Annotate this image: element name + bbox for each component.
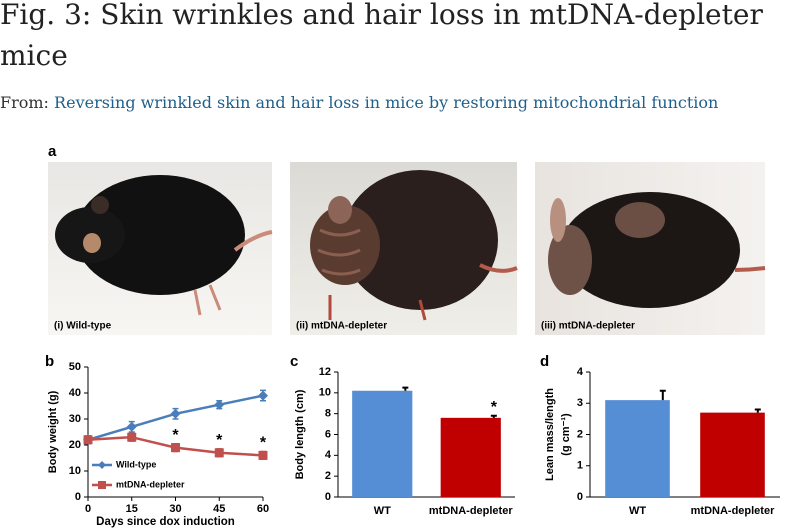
error-bar bbox=[754, 408, 761, 413]
bar bbox=[352, 390, 413, 497]
photo-caption: (ii) mtDNA-depleter bbox=[296, 321, 387, 332]
panel-label: a bbox=[48, 143, 57, 160]
y-tick-label: 40 bbox=[69, 387, 81, 399]
legend-marker bbox=[98, 461, 106, 469]
source-line: From: Reversing wrinkled skin and hair l… bbox=[0, 93, 718, 112]
photo: (i) Wild-type bbox=[48, 162, 273, 335]
photo-caption: (iii) mtDNA-depleter bbox=[541, 321, 635, 332]
y-tick-label: 0 bbox=[75, 491, 81, 503]
x-tick-label: 30 bbox=[169, 503, 181, 515]
marker bbox=[214, 448, 224, 458]
y-tick-label: 8 bbox=[325, 408, 331, 420]
legend-marker bbox=[98, 481, 106, 489]
marker bbox=[258, 390, 268, 401]
legend-label: Wild-type bbox=[116, 459, 156, 469]
y-tick-label: 10 bbox=[69, 465, 81, 477]
x-tick-label: mtDNA-depleter bbox=[429, 505, 513, 517]
x-tick-label: 45 bbox=[213, 503, 225, 515]
bar bbox=[440, 417, 501, 497]
photo-caption: (i) Wild-type bbox=[54, 321, 112, 332]
x-axis-label: Days since dox induction bbox=[96, 516, 235, 528]
x-tick-label: WT bbox=[629, 505, 646, 517]
error-bar bbox=[402, 386, 409, 391]
y-tick-label: 4 bbox=[577, 366, 584, 378]
marker bbox=[258, 450, 268, 460]
panel-label: c bbox=[290, 353, 298, 370]
y-tick-label: 12 bbox=[319, 366, 331, 378]
y-tick-label: 2 bbox=[577, 428, 583, 440]
x-tick-label: 15 bbox=[126, 503, 138, 515]
marker bbox=[126, 421, 137, 432]
y-tick-label: 3 bbox=[577, 397, 583, 409]
panel-label: d bbox=[540, 353, 549, 370]
source-prefix: From: bbox=[0, 93, 49, 112]
error-bar bbox=[490, 414, 497, 418]
significance: * bbox=[491, 399, 498, 416]
marker bbox=[170, 408, 181, 419]
marker bbox=[127, 432, 137, 442]
y-axis-label: (g cm⁻¹) bbox=[560, 413, 572, 456]
source-link[interactable]: Reversing wrinkled skin and hair loss in… bbox=[54, 93, 719, 112]
error-bar bbox=[659, 389, 666, 401]
y-tick-label: 30 bbox=[69, 413, 81, 425]
significance: * bbox=[216, 432, 223, 449]
marker bbox=[83, 435, 93, 445]
y-axis-label: Body length (cm) bbox=[294, 389, 306, 479]
marker bbox=[214, 399, 225, 410]
x-tick-label: 60 bbox=[257, 503, 269, 515]
x-tick-label: WT bbox=[374, 505, 391, 517]
photo: (iii) mtDNA-depleter bbox=[535, 162, 766, 335]
significance: * bbox=[172, 427, 179, 444]
y-axis-label: Lean mass/length bbox=[544, 388, 556, 481]
panel-label: b bbox=[45, 353, 54, 370]
y-tick-label: 1 bbox=[577, 460, 583, 472]
y-axis-label: Body weight (g) bbox=[47, 390, 59, 473]
significance: * bbox=[260, 435, 267, 452]
y-tick-label: 50 bbox=[69, 361, 81, 373]
bar bbox=[700, 412, 765, 497]
x-tick-label: 0 bbox=[85, 503, 91, 515]
y-tick-label: 4 bbox=[325, 449, 332, 461]
y-tick-label: 2 bbox=[325, 470, 331, 482]
figure-title: Fig. 3: Skin wrinkles and hair loss in m… bbox=[0, 0, 763, 72]
bar bbox=[605, 400, 670, 497]
y-tick-label: 6 bbox=[325, 428, 331, 440]
x-tick-label: mtDNA-depleter bbox=[691, 505, 775, 517]
y-tick-label: 0 bbox=[577, 491, 583, 503]
y-tick-label: 10 bbox=[319, 387, 331, 399]
y-tick-label: 0 bbox=[325, 491, 331, 503]
photo: (ii) mtDNA-depleter bbox=[290, 162, 518, 335]
legend-label: mtDNA-depleter bbox=[116, 479, 185, 489]
y-tick-label: 20 bbox=[69, 439, 81, 451]
marker bbox=[171, 443, 180, 453]
